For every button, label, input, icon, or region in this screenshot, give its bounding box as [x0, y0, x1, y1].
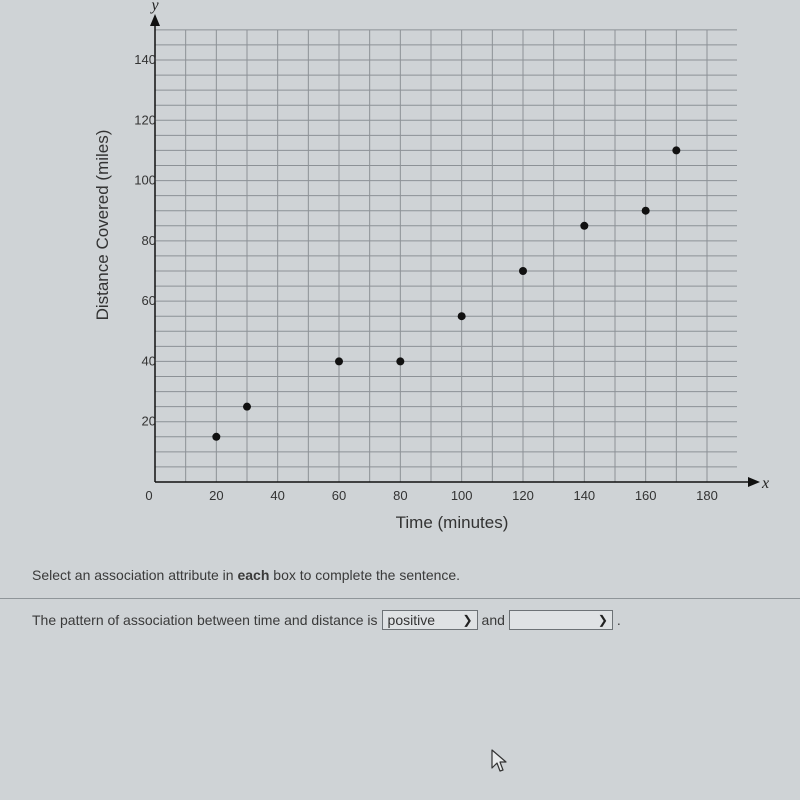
x-tick-label: 60	[332, 488, 346, 503]
x-axis-title: Time (minutes)	[396, 513, 509, 532]
x-tick-label: 140	[573, 488, 595, 503]
dropdown-1-value: positive	[387, 612, 436, 628]
mouse-cursor-icon	[491, 749, 507, 772]
y-axis-arrow-icon	[150, 14, 160, 26]
y-tick-label: 120	[134, 112, 156, 127]
y-axis-title: Distance Covered (miles)	[93, 130, 112, 321]
x-tick-label: 0	[145, 488, 152, 503]
y-axis-letter: y	[149, 0, 159, 14]
y-tick-label: 20	[142, 414, 156, 429]
instruction-part-end: box to complete the sentence.	[269, 567, 461, 583]
y-tick-label: 100	[134, 173, 156, 188]
data-point	[672, 146, 681, 155]
data-point	[519, 267, 527, 275]
x-axis-arrow-icon	[748, 477, 760, 487]
divider	[0, 598, 800, 599]
chevron-down-icon: ❯	[462, 613, 473, 627]
y-tick-label: 80	[142, 233, 156, 248]
y-tick-label: 60	[142, 293, 156, 308]
data-point	[641, 206, 650, 215]
scatter-plot: x y 0 20 40 60 80 100 120 140 160 180 20 40 60 80 100 120…	[93, 0, 769, 532]
connector-text: and	[481, 612, 505, 628]
sentence-row: The pattern of association between time …	[32, 610, 621, 630]
x-tick-label: 120	[512, 488, 534, 503]
x-tick-label: 100	[451, 488, 473, 503]
x-tick-label: 20	[209, 488, 223, 503]
data-point	[212, 432, 221, 441]
x-tick-label: 80	[393, 488, 407, 503]
x-tick-label: 40	[270, 488, 284, 503]
data-point	[335, 357, 343, 366]
chevron-down-icon: ❯	[597, 613, 608, 627]
data-point	[580, 221, 589, 230]
data-point	[243, 402, 251, 411]
x-tick-label: 160	[635, 488, 657, 503]
sentence-end: .	[616, 612, 621, 628]
x-tick-label: 180	[696, 488, 718, 503]
instruction-text: Select an association attribute in each …	[32, 567, 460, 583]
instruction-emphasis: each	[237, 567, 270, 583]
x-axis-letter: x	[761, 475, 769, 492]
association-dropdown-2[interactable]: ❯	[508, 610, 613, 630]
data-point	[457, 312, 466, 321]
sentence-start: The pattern of association between time …	[32, 612, 378, 628]
y-tick-label: 140	[134, 52, 156, 67]
y-tick-label: 40	[142, 353, 156, 368]
association-dropdown-1[interactable]: positive ❯	[381, 610, 478, 630]
data-point	[396, 357, 405, 366]
instruction-part: Select an association attribute in	[32, 567, 238, 583]
